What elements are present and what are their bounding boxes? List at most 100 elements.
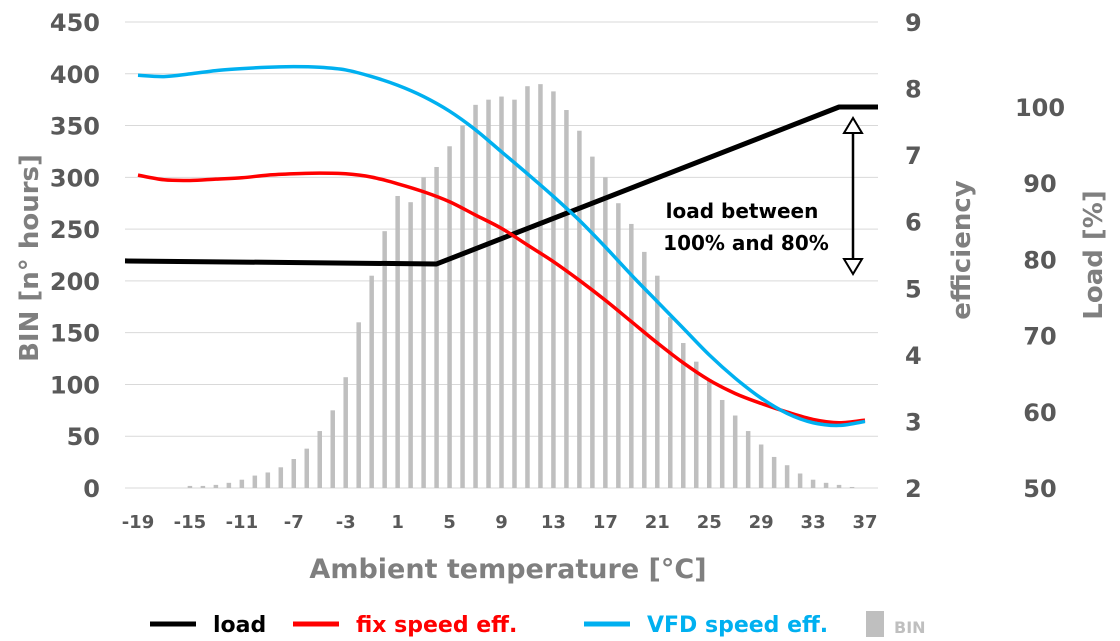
left-y-tick-label: 350 bbox=[50, 113, 100, 141]
bin-bar bbox=[395, 195, 400, 488]
svg-text:BIN: BIN bbox=[894, 618, 926, 637]
series-line-fix-speed-eff bbox=[137, 171, 866, 425]
bin-bar bbox=[252, 475, 258, 488]
bin-bar bbox=[629, 223, 634, 488]
x-tick-label: 37 bbox=[852, 512, 877, 533]
right-y-tick-label-efficiency: 8 bbox=[905, 76, 922, 104]
bin-bar bbox=[200, 485, 206, 488]
bin-bar bbox=[616, 203, 621, 488]
bin-bar bbox=[551, 91, 556, 488]
bin-bar bbox=[538, 84, 543, 488]
bin-bar bbox=[421, 177, 426, 489]
left-y-tick-label: 50 bbox=[67, 423, 100, 451]
bin-bar bbox=[590, 156, 595, 488]
x-tick-label: 29 bbox=[749, 512, 774, 533]
left-y-tick-label: 450 bbox=[50, 9, 100, 37]
svg-text:VFD speed eff.: VFD speed eff. bbox=[647, 613, 828, 638]
bin-bar bbox=[693, 361, 699, 488]
bin-bar bbox=[213, 484, 219, 488]
x-tick-label: 33 bbox=[801, 512, 826, 533]
annotation-line-2: 100% and 80% bbox=[663, 231, 829, 255]
bin-bar bbox=[486, 99, 491, 489]
bin-bar bbox=[745, 431, 751, 488]
right-y-tick-label-efficiency: 3 bbox=[905, 408, 922, 436]
x-tick-label: -19 bbox=[122, 512, 155, 533]
legend-item-vfd-speed: VFD speed eff. bbox=[584, 613, 828, 638]
bin-bar bbox=[810, 479, 816, 488]
right-y-axis-title-load: Load [%] bbox=[1079, 190, 1109, 319]
bin-bar bbox=[304, 448, 310, 488]
x-tick-label: -15 bbox=[174, 512, 207, 533]
bin-bar bbox=[265, 472, 271, 488]
left-y-tick-label: 400 bbox=[50, 61, 100, 89]
x-axis-title: Ambient temperature [°C] bbox=[309, 554, 706, 585]
series-lines bbox=[124, 64, 878, 428]
bin-bar bbox=[681, 343, 686, 488]
bin-bar bbox=[655, 275, 660, 488]
tick-labels: 0 50 100 150 200 250 300 350 400 450 2 3 4 5 6 7 8 9 50 60 7… bbox=[50, 9, 1065, 533]
x-tick-label: -7 bbox=[284, 512, 304, 533]
right-y-tick-label-load: 80 bbox=[1023, 246, 1056, 274]
bin-bar bbox=[447, 146, 452, 488]
right-y-tick-label-efficiency: 9 bbox=[905, 9, 922, 37]
left-y-axis-title: BIN [n° hours] bbox=[15, 154, 45, 362]
bin-bar bbox=[668, 317, 673, 488]
right-y-tick-label-efficiency: 6 bbox=[905, 209, 922, 237]
x-tick-label: -11 bbox=[226, 512, 259, 533]
bin-bar bbox=[771, 456, 777, 488]
svg-text:load: load bbox=[213, 613, 266, 638]
bin-bar bbox=[603, 177, 608, 489]
bin-bar bbox=[356, 322, 361, 488]
bin-bar bbox=[797, 473, 803, 488]
bin-bar bbox=[330, 410, 335, 488]
x-tick-label: 25 bbox=[697, 512, 722, 533]
right-y-tick-label-efficiency: 5 bbox=[905, 275, 922, 303]
x-tick-label: 17 bbox=[593, 512, 618, 533]
svg-text:fix speed eff.: fix speed eff. bbox=[356, 613, 517, 638]
right-y-tick-label-efficiency: 4 bbox=[905, 342, 922, 370]
right-y-tick-label-load: 100 bbox=[1015, 94, 1065, 122]
right-y-tick-label-efficiency: 2 bbox=[905, 475, 922, 503]
right-y-tick-label-load: 70 bbox=[1023, 323, 1056, 351]
bin-bar bbox=[512, 99, 517, 489]
bin-bar bbox=[823, 482, 829, 488]
legend: load fix speed eff. VFD speed eff. BIN bbox=[150, 611, 926, 638]
right-y-tick-label-load: 90 bbox=[1023, 170, 1056, 198]
bin-bar bbox=[291, 459, 297, 488]
series-line-load bbox=[124, 104, 878, 267]
bin-bar bbox=[226, 482, 232, 488]
bin-bar bbox=[343, 377, 348, 488]
legend-item-load: load bbox=[150, 613, 266, 638]
right-y-tick-label-load: 50 bbox=[1023, 475, 1056, 503]
left-y-tick-label: 0 bbox=[83, 475, 100, 503]
left-y-tick-label: 150 bbox=[50, 320, 100, 348]
bin-bar bbox=[564, 110, 569, 489]
bin-bar bbox=[499, 96, 504, 488]
legend-item-fix-speed: fix speed eff. bbox=[293, 613, 517, 638]
left-y-tick-label: 200 bbox=[50, 268, 100, 296]
bin-bar bbox=[187, 485, 193, 488]
x-tick-label: 21 bbox=[645, 512, 670, 533]
bin-bar bbox=[278, 467, 284, 488]
bin-bar bbox=[758, 444, 764, 488]
bin-bar bbox=[317, 431, 322, 488]
bin-bar bbox=[434, 166, 439, 488]
bin-bar bbox=[732, 415, 738, 488]
bin-bar bbox=[525, 86, 530, 489]
x-tick-label: 1 bbox=[391, 512, 404, 533]
x-tick-label: -3 bbox=[336, 512, 356, 533]
bin-bar bbox=[369, 275, 374, 488]
bin-bar bbox=[784, 465, 790, 488]
right-y-tick-label-efficiency: 7 bbox=[905, 142, 922, 170]
bin-bar bbox=[706, 379, 712, 488]
bin-bar bbox=[408, 202, 413, 489]
legend-item-bin: BIN bbox=[866, 611, 926, 637]
bin-bar bbox=[460, 125, 465, 489]
bin-bar bbox=[836, 484, 842, 488]
left-y-tick-label: 100 bbox=[50, 371, 100, 399]
bin-bar bbox=[239, 479, 245, 488]
series-line-vfd-speed-eff bbox=[137, 64, 866, 428]
bin-bar bbox=[473, 104, 478, 488]
